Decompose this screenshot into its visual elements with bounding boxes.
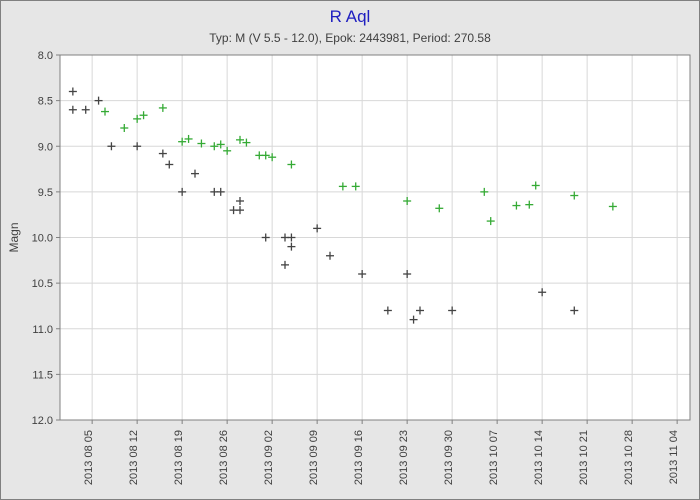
x-tick-label: 2013 09 02 bbox=[263, 430, 275, 485]
x-tick-label: 2013 08 12 bbox=[128, 430, 140, 485]
x-tick-label: 2013 10 28 bbox=[623, 430, 635, 485]
x-tick-label: 2013 10 14 bbox=[533, 430, 545, 485]
y-tick-label: 10.0 bbox=[32, 233, 53, 245]
x-tick-label: 2013 08 19 bbox=[173, 430, 185, 485]
y-tick-label: 12.0 bbox=[32, 415, 53, 427]
x-tick-label: 2013 09 30 bbox=[443, 430, 455, 485]
y-tick-label: 11.5 bbox=[32, 369, 53, 381]
y-tick-label: 9.5 bbox=[38, 187, 53, 199]
y-tick-label: 8.5 bbox=[38, 96, 53, 108]
y-tick-label: 9.0 bbox=[38, 141, 53, 153]
x-tick-label: 2013 10 07 bbox=[488, 430, 500, 485]
x-tick-label: 2013 08 26 bbox=[218, 430, 230, 485]
chart-container: R Aql Typ: M (V 5.5 - 12.0), Epok: 244398… bbox=[0, 0, 700, 500]
y-tick-label: 8.0 bbox=[38, 50, 53, 62]
y-tick-label: 11.0 bbox=[32, 324, 53, 336]
x-tick-label: 2013 11 04 bbox=[668, 430, 680, 484]
x-tick-label: 2013 08 05 bbox=[83, 430, 95, 485]
x-tick-label: 2013 09 09 bbox=[308, 430, 320, 485]
chart-svg: R Aql Typ: M (V 5.5 - 12.0), Epok: 244398… bbox=[0, 0, 700, 500]
x-tick-label: 2013 10 21 bbox=[578, 430, 590, 485]
chart-title: R Aql bbox=[330, 7, 371, 26]
x-tick-label: 2013 09 16 bbox=[353, 430, 365, 485]
y-axis-label: Magn bbox=[7, 222, 21, 252]
y-tick-label: 10.5 bbox=[32, 278, 53, 290]
x-tick-label: 2013 09 23 bbox=[398, 430, 410, 485]
chart-subtitle: Typ: M (V 5.5 - 12.0), Epok: 2443981, Pe… bbox=[209, 31, 491, 45]
